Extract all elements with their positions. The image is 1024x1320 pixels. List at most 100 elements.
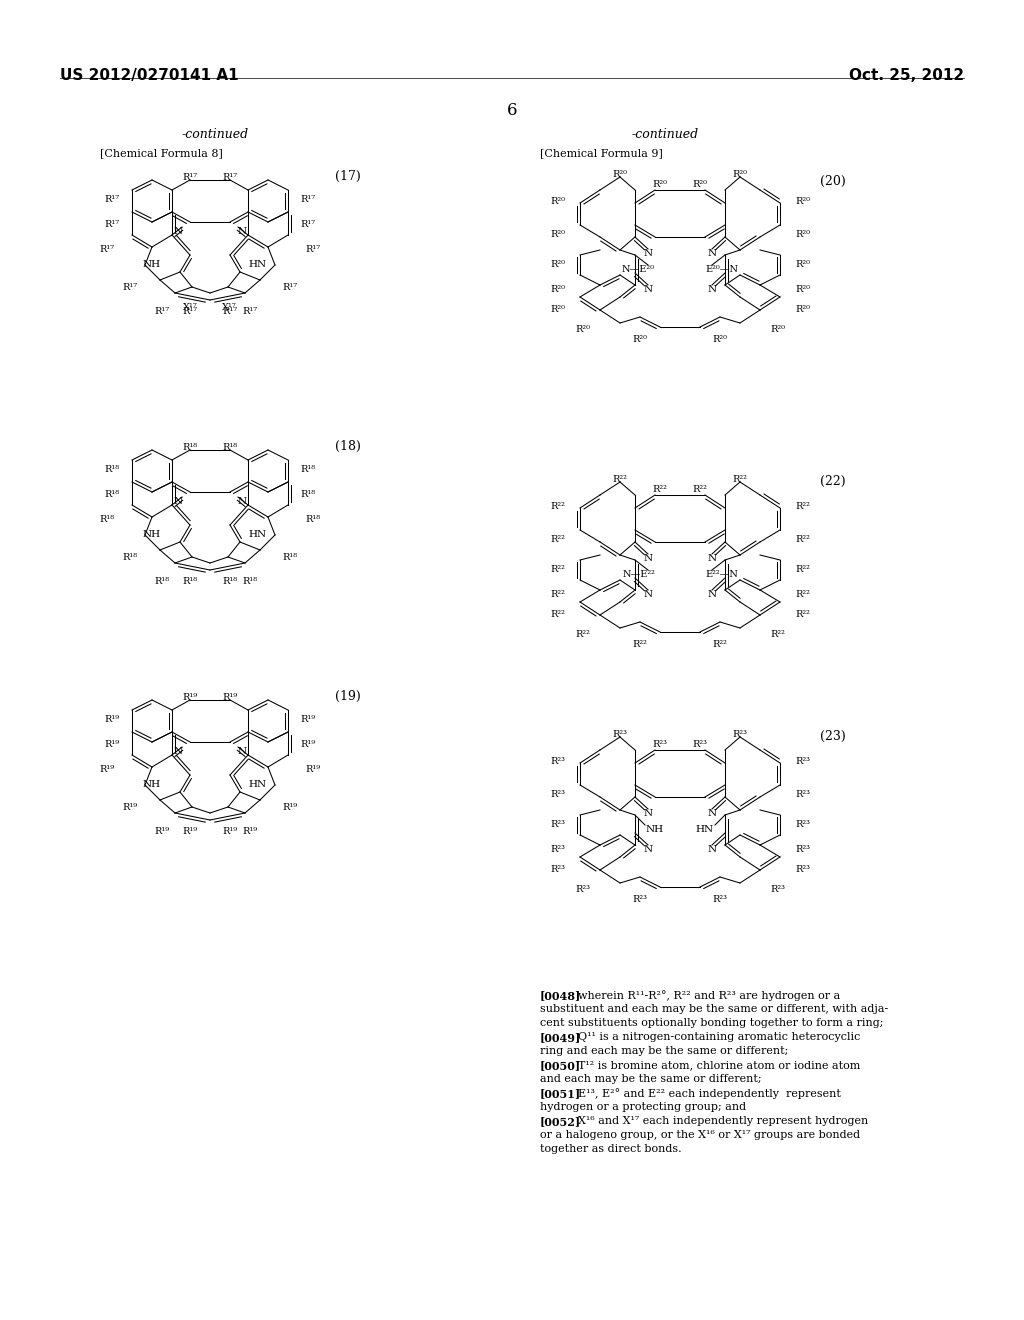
Text: T¹² is bromine atom, chlorine atom or iodine atom: T¹² is bromine atom, chlorine atom or io… xyxy=(571,1060,860,1071)
Text: R²³: R²³ xyxy=(795,756,810,766)
Text: R¹⁷: R¹⁷ xyxy=(182,173,198,182)
Text: R²³: R²³ xyxy=(612,730,628,739)
Text: R²⁰: R²⁰ xyxy=(652,180,668,189)
Text: R¹⁹: R¹⁹ xyxy=(104,715,120,723)
Text: HN: HN xyxy=(249,260,267,269)
Text: R²²: R²² xyxy=(795,535,810,544)
Text: R¹⁷: R¹⁷ xyxy=(104,195,120,205)
Text: N: N xyxy=(643,590,652,599)
Text: R²⁰: R²⁰ xyxy=(550,197,565,206)
Text: Q¹¹ is a nitrogen-containing aromatic heterocyclic: Q¹¹ is a nitrogen-containing aromatic he… xyxy=(571,1032,860,1041)
Text: R¹⁹: R¹⁹ xyxy=(282,803,297,812)
Text: R²⁰: R²⁰ xyxy=(550,260,565,269)
Text: (19): (19) xyxy=(335,690,360,704)
Text: R¹⁸: R¹⁸ xyxy=(300,465,315,474)
Text: N: N xyxy=(643,285,652,294)
Text: hydrogen or a protecting group; and: hydrogen or a protecting group; and xyxy=(540,1102,746,1111)
Text: R²⁰: R²⁰ xyxy=(550,285,565,294)
Text: R¹⁷: R¹⁷ xyxy=(155,308,170,315)
Text: R¹⁸: R¹⁸ xyxy=(104,465,120,474)
Text: N: N xyxy=(643,809,652,818)
Text: X¹⁶ and X¹⁷ each independently represent hydrogen: X¹⁶ and X¹⁷ each independently represent… xyxy=(571,1115,868,1126)
Text: R¹⁷: R¹⁷ xyxy=(222,308,238,315)
Text: cent substituents optionally bonding together to form a ring;: cent substituents optionally bonding tog… xyxy=(540,1018,884,1028)
Text: R²⁰: R²⁰ xyxy=(795,285,810,294)
Text: R¹⁸: R¹⁸ xyxy=(123,553,138,562)
Text: R²³: R²³ xyxy=(770,884,785,894)
Text: NH: NH xyxy=(143,531,161,539)
Text: 6: 6 xyxy=(507,102,517,119)
Text: N: N xyxy=(708,845,717,854)
Text: R²⁰: R²⁰ xyxy=(550,230,565,239)
Text: R²²: R²² xyxy=(575,630,590,639)
Text: R²³: R²³ xyxy=(795,845,810,854)
Text: X¹⁷: X¹⁷ xyxy=(183,304,198,312)
Text: R¹⁷: R¹⁷ xyxy=(182,308,198,315)
Text: (17): (17) xyxy=(335,170,360,183)
Text: R²³: R²³ xyxy=(575,884,590,894)
Text: R²³: R²³ xyxy=(795,820,810,829)
Text: R²⁰: R²⁰ xyxy=(795,230,810,239)
Text: R¹⁹: R¹⁹ xyxy=(155,828,170,836)
Text: R²²: R²² xyxy=(612,475,628,484)
Text: HN: HN xyxy=(249,531,267,539)
Text: R¹⁹: R¹⁹ xyxy=(182,828,198,836)
Text: -continued: -continued xyxy=(632,128,698,141)
Text: R¹⁹: R¹⁹ xyxy=(305,766,321,774)
Text: [0051]: [0051] xyxy=(540,1088,582,1100)
Text: substituent and each may be the same or different, with adja-: substituent and each may be the same or … xyxy=(540,1005,888,1014)
Text: R¹⁹: R¹⁹ xyxy=(100,766,115,774)
Text: N: N xyxy=(173,498,182,506)
Text: R²²: R²² xyxy=(550,565,565,574)
Text: N—E²⁰: N—E²⁰ xyxy=(622,265,655,275)
Text: ring and each may be the same or different;: ring and each may be the same or differe… xyxy=(540,1045,788,1056)
Text: R²³: R²³ xyxy=(550,820,565,829)
Text: R¹⁸: R¹⁸ xyxy=(222,577,238,586)
Text: R²⁰: R²⁰ xyxy=(550,305,565,314)
Text: R²³: R²³ xyxy=(633,895,647,904)
Text: R²⁰: R²⁰ xyxy=(612,170,628,180)
Text: R²²: R²² xyxy=(550,590,565,599)
Text: R¹⁹: R¹⁹ xyxy=(300,715,315,723)
Text: -continued: -continued xyxy=(181,128,249,141)
Text: R²³: R²³ xyxy=(795,865,810,874)
Text: R²²: R²² xyxy=(795,502,810,511)
Text: US 2012/0270141 A1: US 2012/0270141 A1 xyxy=(60,69,239,83)
Text: R¹⁸: R¹⁸ xyxy=(222,444,238,451)
Text: N: N xyxy=(643,554,652,564)
Text: R²²: R²² xyxy=(550,535,565,544)
Text: or a halogeno group, or the X¹⁶ or X¹⁷ groups are bonded: or a halogeno group, or the X¹⁶ or X¹⁷ g… xyxy=(540,1130,860,1140)
Text: and each may be the same or different;: and each may be the same or different; xyxy=(540,1074,762,1084)
Text: R²²: R²² xyxy=(795,590,810,599)
Text: NH: NH xyxy=(646,825,664,834)
Text: R²²: R²² xyxy=(713,640,727,649)
Text: N: N xyxy=(708,554,717,564)
Text: R²²: R²² xyxy=(770,630,784,639)
Text: R²⁰: R²⁰ xyxy=(770,325,785,334)
Text: HN: HN xyxy=(249,780,267,789)
Text: N: N xyxy=(643,249,652,257)
Text: NH: NH xyxy=(143,260,161,269)
Text: R¹⁹: R¹⁹ xyxy=(222,828,238,836)
Text: R¹⁷: R¹⁷ xyxy=(222,173,238,182)
Text: [0048]: [0048] xyxy=(540,990,582,1001)
Text: R¹⁷: R¹⁷ xyxy=(104,220,120,228)
Text: (22): (22) xyxy=(820,475,846,488)
Text: R²³: R²³ xyxy=(732,730,748,739)
Text: N: N xyxy=(238,227,247,236)
Text: R²³: R²³ xyxy=(692,741,708,748)
Text: R¹⁸: R¹⁸ xyxy=(100,515,115,524)
Text: (23): (23) xyxy=(820,730,846,743)
Text: R¹⁹: R¹⁹ xyxy=(222,693,238,702)
Text: R¹⁷: R¹⁷ xyxy=(282,282,297,292)
Text: wherein R¹¹-R²°, R²² and R²³ are hydrogen or a: wherein R¹¹-R²°, R²² and R²³ are hydroge… xyxy=(571,990,841,1001)
Text: R²²: R²² xyxy=(795,565,810,574)
Text: (18): (18) xyxy=(335,440,360,453)
Text: R²³: R²³ xyxy=(795,789,810,799)
Text: R¹⁹: R¹⁹ xyxy=(300,741,315,748)
Text: [Chemical Formula 9]: [Chemical Formula 9] xyxy=(540,148,663,158)
Text: HN: HN xyxy=(696,825,714,834)
Text: N: N xyxy=(708,809,717,818)
Text: R²⁰: R²⁰ xyxy=(732,170,748,180)
Text: R²⁰: R²⁰ xyxy=(633,335,647,345)
